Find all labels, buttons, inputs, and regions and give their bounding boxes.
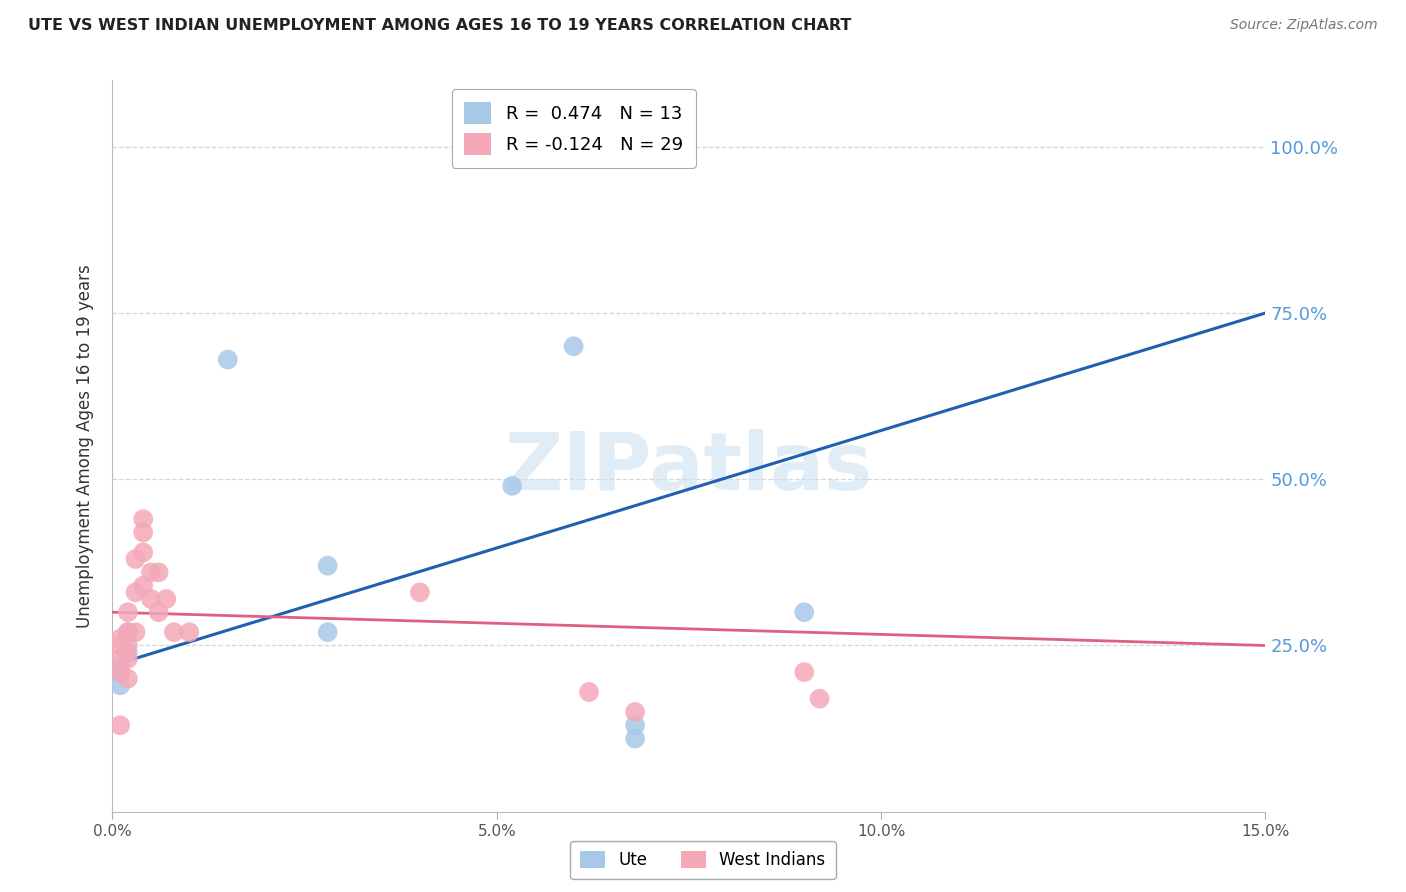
Point <box>624 705 647 719</box>
Point <box>139 591 162 606</box>
Point <box>155 591 177 606</box>
Point <box>217 352 239 367</box>
Point <box>117 672 139 686</box>
Point <box>624 731 647 746</box>
Point <box>501 479 523 493</box>
Point <box>578 685 600 699</box>
Point <box>793 605 815 619</box>
Point <box>108 665 131 679</box>
Point <box>117 605 139 619</box>
Point <box>108 658 131 673</box>
Point <box>108 639 131 653</box>
Point <box>316 558 339 573</box>
Text: ZIPatlas: ZIPatlas <box>505 429 873 507</box>
Point <box>139 566 162 580</box>
Point <box>108 718 131 732</box>
Point <box>124 625 146 640</box>
Point <box>124 552 146 566</box>
Point <box>132 512 155 526</box>
Point <box>163 625 186 640</box>
Point <box>117 652 139 666</box>
Point <box>148 605 170 619</box>
Y-axis label: Unemployment Among Ages 16 to 19 years: Unemployment Among Ages 16 to 19 years <box>76 264 94 628</box>
Point <box>117 625 139 640</box>
Point <box>117 625 139 640</box>
Point <box>624 718 647 732</box>
Point <box>132 525 155 540</box>
Point <box>108 652 131 666</box>
Legend: R =  0.474   N = 13, R = -0.124   N = 29: R = 0.474 N = 13, R = -0.124 N = 29 <box>451 89 696 168</box>
Point <box>108 678 131 692</box>
Point <box>108 665 131 679</box>
Point <box>124 585 146 599</box>
Point <box>117 639 139 653</box>
Point <box>793 665 815 679</box>
Point <box>409 585 432 599</box>
Text: Source: ZipAtlas.com: Source: ZipAtlas.com <box>1230 18 1378 32</box>
Point <box>316 625 339 640</box>
Point <box>132 579 155 593</box>
Point <box>132 545 155 559</box>
Point <box>562 339 585 353</box>
Text: UTE VS WEST INDIAN UNEMPLOYMENT AMONG AGES 16 TO 19 YEARS CORRELATION CHART: UTE VS WEST INDIAN UNEMPLOYMENT AMONG AG… <box>28 18 852 33</box>
Point <box>117 645 139 659</box>
Point <box>108 632 131 646</box>
Legend: Ute, West Indians: Ute, West Indians <box>571 841 835 880</box>
Point <box>179 625 201 640</box>
Point <box>148 566 170 580</box>
Point <box>808 691 831 706</box>
